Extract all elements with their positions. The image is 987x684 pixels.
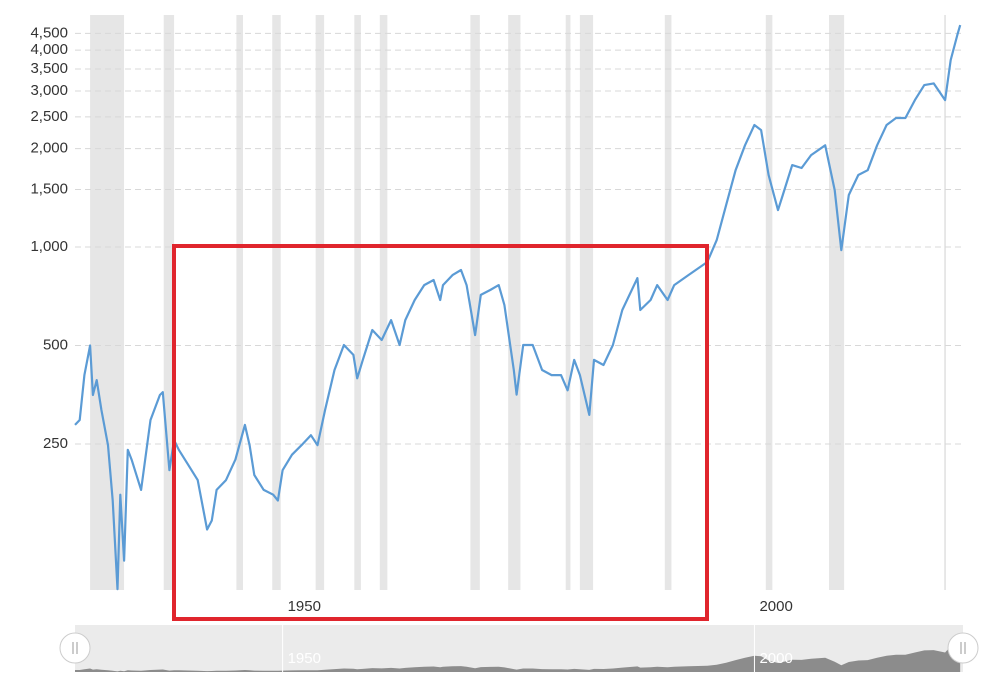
x-tick-label: 2000 <box>759 598 792 615</box>
recession-band <box>90 15 125 590</box>
recession-band <box>470 15 480 590</box>
y-tick-label: 1,500 <box>30 180 68 197</box>
handle-grip <box>960 642 966 654</box>
recession-band <box>379 15 388 590</box>
y-tick-label: 250 <box>43 435 68 452</box>
y-tick-label: 4,000 <box>30 41 68 58</box>
recession-band <box>579 15 594 590</box>
y-tick-label: 1,000 <box>30 238 68 255</box>
navigator-handle[interactable] <box>947 632 979 664</box>
handle-grip <box>72 642 78 654</box>
x-tick-label: 1950 <box>288 598 321 615</box>
highlight-box <box>172 244 709 621</box>
recession-band <box>565 15 571 590</box>
recession-band <box>272 15 281 590</box>
y-tick-label: 2,000 <box>30 140 68 157</box>
y-tick-label: 3,000 <box>30 82 68 99</box>
recession-band <box>508 15 521 590</box>
recession-band <box>828 15 845 590</box>
y-tick-label: 3,500 <box>30 60 68 77</box>
grid: 250 500 1,000 1,500 2,000 2,500 3,000 3,500 4,00… <box>30 24 963 615</box>
navigator-label: 1950 <box>288 650 321 667</box>
navigator-area <box>75 639 961 672</box>
navigator-handle[interactable] <box>59 632 91 664</box>
recession-band <box>354 15 361 590</box>
recession-band <box>236 15 243 590</box>
y-tick-label: 500 <box>43 337 68 354</box>
recession-band <box>944 15 947 590</box>
recession-band <box>163 15 175 590</box>
y-tick-label: 4,500 <box>30 24 68 41</box>
navigator-label: 2000 <box>759 650 792 667</box>
recession-bands <box>90 15 947 590</box>
recession-band <box>664 15 672 590</box>
recession-band <box>765 15 773 590</box>
y-tick-label: 2,500 <box>30 108 68 125</box>
recession-band <box>315 15 325 590</box>
navigator: 1950 2000 <box>59 625 979 672</box>
